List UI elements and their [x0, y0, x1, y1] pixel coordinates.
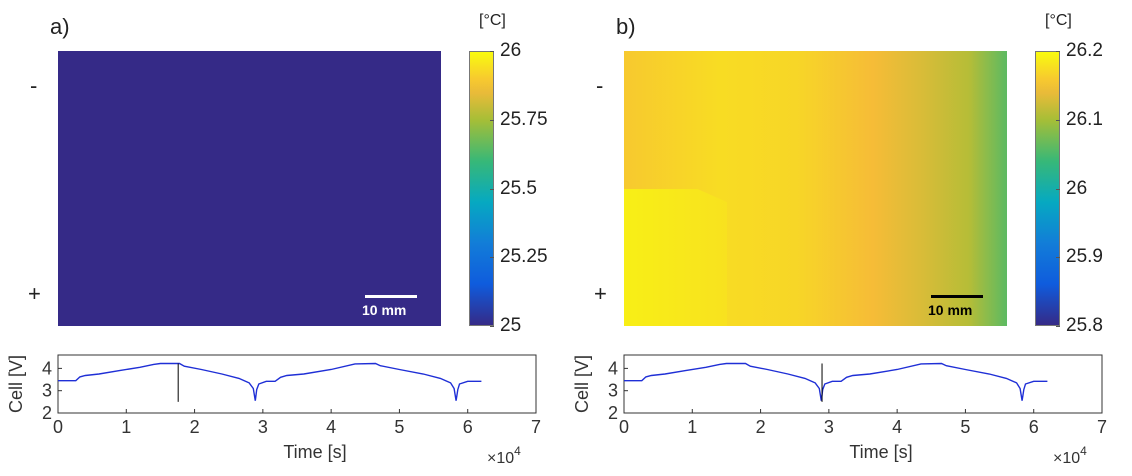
- colorbar-tick: [1056, 51, 1060, 52]
- colorbar-tick-label: 25.25: [500, 246, 548, 268]
- x-tick-label: 2: [190, 417, 200, 437]
- colorbar-tick-label: 25.5: [500, 177, 537, 199]
- y-axis-label: Cell [V]: [572, 355, 592, 413]
- x-tick-label: 0: [619, 417, 629, 437]
- colorbar-unit: [°C]: [479, 12, 506, 29]
- x-tick-label: 5: [394, 417, 404, 437]
- y-tick-label: 4: [42, 358, 52, 378]
- panel-b: b) - +10 mm [°C] 26.2 26.1 26 25.9 25.8 0 1 2 3 4 5 6 7 2…: [566, 0, 1132, 476]
- colorbar-tick-label: 26: [1066, 177, 1088, 199]
- colorbar-tick: [490, 51, 494, 52]
- voltage-series-line: [624, 362, 1048, 401]
- positive-terminal-label: +: [28, 281, 41, 306]
- x-multiplier-exponent: 4: [1080, 444, 1087, 458]
- scale-bar-label: 10 mm: [928, 302, 973, 318]
- x-tick-label: 6: [463, 417, 473, 437]
- colorbar-tick: [490, 326, 494, 327]
- x-axis-label: Time [s]: [849, 442, 912, 462]
- colorbar: [1035, 51, 1060, 326]
- colorbar-tick-label: 25.75: [500, 108, 548, 130]
- scale-bar: [365, 295, 417, 298]
- x-tick-label: 3: [258, 417, 268, 437]
- plot-frame: [57, 354, 537, 414]
- panel-label: b): [616, 14, 636, 39]
- y-tick-label: 4: [608, 358, 618, 378]
- temperature-heatmap: [624, 51, 1007, 326]
- colorbar-tick-label: 26: [500, 40, 522, 61]
- negative-terminal-label: -: [30, 73, 38, 98]
- colorbar-tick: [1056, 257, 1060, 259]
- y-tick-label: 2: [42, 403, 52, 423]
- x-multiplier-exponent: 4: [514, 444, 521, 458]
- scale-bar-label: 10 mm: [362, 302, 407, 318]
- x-tick-label: 5: [960, 417, 970, 437]
- x-multiplier: ×104: [487, 444, 521, 467]
- y-tick-label: 3: [608, 381, 618, 401]
- y-axis-label: Cell [V]: [6, 355, 26, 413]
- colorbar-tick-label: 26.2: [1066, 40, 1103, 61]
- temperature-heatmap: [58, 51, 441, 326]
- negative-terminal-label: -: [596, 73, 604, 98]
- x-tick-label: 1: [121, 417, 131, 437]
- colorbar-tick: [490, 119, 494, 121]
- positive-terminal-label: +: [594, 281, 607, 306]
- panel-a: a) - +10 mm [°C] 26 25.75 25.5 25.25 25 0 1 2 3 4 5 6 7 2…: [6, 12, 548, 467]
- voltage-series-line: [58, 362, 482, 401]
- x-tick-label: 6: [1029, 417, 1039, 437]
- colorbar-tick-label: 25.8: [1066, 315, 1103, 336]
- x-multiplier: ×104: [1053, 444, 1087, 467]
- colorbar: [469, 51, 494, 326]
- x-multiplier-base: ×10: [487, 450, 514, 467]
- x-tick-label: 7: [1097, 417, 1107, 437]
- x-axis-label: Time [s]: [283, 442, 346, 462]
- colorbar-tick: [1056, 119, 1060, 121]
- y-tick-label: 2: [608, 403, 618, 423]
- x-tick-label: 4: [326, 417, 336, 437]
- colorbar-tick: [490, 188, 494, 190]
- panel-label: a): [50, 14, 70, 39]
- colorbar-tick-label: 26.1: [1066, 108, 1103, 130]
- colorbar-unit: [°C]: [1045, 12, 1072, 29]
- x-tick-label: 4: [892, 417, 902, 437]
- x-tick-label: 3: [824, 417, 834, 437]
- hot-region: [624, 188, 728, 326]
- x-tick-label: 2: [756, 417, 766, 437]
- plot-frame: [623, 354, 1103, 414]
- colorbar-tick-label: 25: [500, 315, 522, 336]
- colorbar-tick-label: 25.9: [1066, 246, 1103, 268]
- colorbar-tick: [1056, 188, 1060, 190]
- x-multiplier-base: ×10: [1053, 450, 1080, 467]
- colorbar-tick: [1056, 326, 1060, 327]
- x-tick-label: 1: [687, 417, 697, 437]
- y-tick-label: 3: [42, 381, 52, 401]
- scale-bar: [931, 295, 983, 298]
- x-tick-label: 7: [531, 417, 541, 437]
- colorbar-tick: [490, 257, 494, 259]
- x-tick-label: 0: [53, 417, 63, 437]
